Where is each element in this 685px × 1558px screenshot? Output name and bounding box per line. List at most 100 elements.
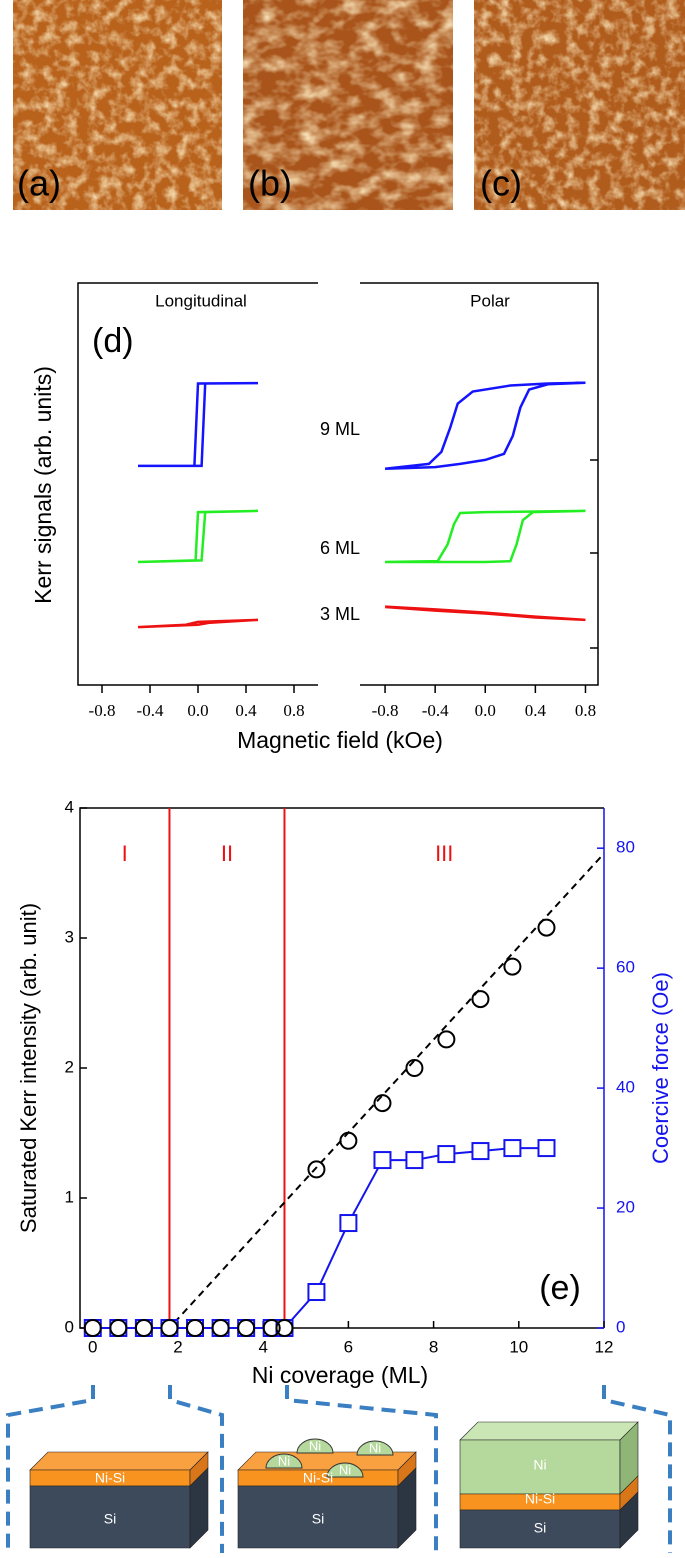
loop-curve: [385, 509, 586, 564]
y-tick-label: 4: [65, 797, 74, 816]
stm-texture: [474, 0, 685, 210]
layer-label: Ni-Si: [525, 1491, 555, 1507]
loop-curve: [137, 618, 259, 629]
block-face: [189, 1467, 209, 1549]
island-label: Ni: [369, 1440, 381, 1455]
island-label: Ni: [278, 1453, 290, 1468]
marker: [471, 1142, 490, 1161]
y2-tick-label: 80: [616, 838, 635, 857]
diagram-texts: Ni-Si Si Ni-Si Si Ni Ni-Si Si: [95, 1457, 555, 1536]
marker: [373, 1151, 392, 1170]
stm-texture: [13, 0, 222, 210]
connector: [168, 1385, 224, 1553]
y2-axis-label: Coercive force (Oe): [648, 972, 673, 1164]
marker: [339, 1214, 358, 1233]
marker: [537, 1139, 556, 1158]
island: [356, 1440, 394, 1456]
panel-label: (d): [92, 322, 134, 360]
x-tick-label: 6: [344, 1337, 353, 1356]
curve-label: 6 ML: [320, 538, 360, 558]
marker: [307, 1160, 326, 1179]
y-tick-label: 1: [65, 1187, 74, 1206]
x-axis-label: Ni coverage (ML): [252, 1362, 428, 1388]
layer-label: Si: [534, 1520, 546, 1536]
marker: [537, 918, 556, 937]
marker: [262, 1319, 281, 1337]
connector: [6, 1385, 95, 1553]
y-tick-label: 0: [65, 1317, 74, 1336]
y-axis-label: Saturated Kerr intensity (arb. unit): [16, 903, 41, 1233]
marker: [405, 1151, 424, 1170]
layer-label: Ni-Si: [95, 1470, 125, 1486]
marker: [109, 1319, 128, 1337]
region-label: III: [435, 841, 453, 866]
marker: [83, 1319, 102, 1337]
marker: [503, 1139, 522, 1158]
x-tick-label: 0.4: [525, 701, 547, 720]
x-tick-label: -0.8: [89, 701, 116, 720]
y-axis-label: Kerr signals (arb. units): [30, 366, 56, 604]
loop-curve: [138, 381, 259, 468]
x-tick-label: 0: [88, 1337, 97, 1356]
x-tick-label: 10: [509, 1337, 528, 1356]
connector: [602, 1385, 672, 1553]
marker: [437, 1145, 456, 1164]
layer-label: Si: [104, 1511, 116, 1527]
panel-e-frame: [79, 807, 605, 1329]
loop-curve: [384, 381, 586, 470]
x-tick-label: 12: [595, 1337, 614, 1356]
x-tick-label: 2: [173, 1337, 182, 1356]
layer-label: Ni-Si: [303, 1470, 333, 1486]
curve-label: 3 ML: [320, 604, 360, 624]
panel-d-frame: [77, 282, 599, 686]
island: [265, 1453, 303, 1469]
marker: [307, 1283, 326, 1302]
diagrams: Ni Ni Ni Ni: [29, 1421, 639, 1549]
loop-curve: [384, 605, 586, 622]
marker: [471, 990, 490, 1009]
region-label: I: [122, 841, 128, 866]
marker: [134, 1319, 153, 1337]
marker: [405, 1059, 424, 1077]
axis-frame: [360, 282, 599, 686]
marker: [237, 1319, 256, 1337]
block-face: [29, 1451, 209, 1471]
y-tick-label: 2: [65, 1057, 74, 1076]
loop-curve: [137, 509, 259, 564]
region-label: II: [221, 841, 233, 866]
x-tick-label: 8: [429, 1337, 438, 1356]
x-tick-label: -0.4: [137, 701, 164, 720]
marker: [373, 1094, 392, 1113]
x-tick-label: -0.8: [372, 701, 399, 720]
x-tick-label: 0.0: [475, 701, 496, 720]
island: [326, 1462, 364, 1478]
marker: [503, 957, 522, 976]
layer-label: Si: [312, 1511, 324, 1527]
x-axis-label: Magnetic field (kOe): [237, 727, 443, 753]
y-tick-label: 3: [65, 927, 74, 946]
image-label: (b): [248, 163, 292, 204]
island-label: Ni: [339, 1462, 351, 1477]
block-face: [619, 1491, 639, 1549]
x-tick-label: 0.8: [575, 701, 596, 720]
stm-texture: [243, 0, 453, 210]
connectors: [6, 1385, 672, 1553]
connector: [285, 1385, 438, 1553]
island: [296, 1438, 334, 1454]
panel-label: (e): [539, 1269, 581, 1307]
island-label: Ni: [309, 1438, 321, 1453]
axis-frame: [79, 807, 604, 1329]
stm-images: (a) (b) (c): [13, 0, 685, 210]
y2-tick-label: 20: [616, 1198, 635, 1217]
x-tick-label: 0.4: [235, 701, 257, 720]
x-tick-label: 0.0: [187, 701, 208, 720]
panel-title: Polar: [470, 291, 510, 310]
y2-tick-label: 60: [616, 958, 635, 977]
marker: [339, 1131, 358, 1150]
marker: [186, 1319, 205, 1337]
x-tick-label: 0.8: [283, 701, 304, 720]
image-label: (c): [480, 163, 522, 204]
marker: [275, 1319, 294, 1337]
